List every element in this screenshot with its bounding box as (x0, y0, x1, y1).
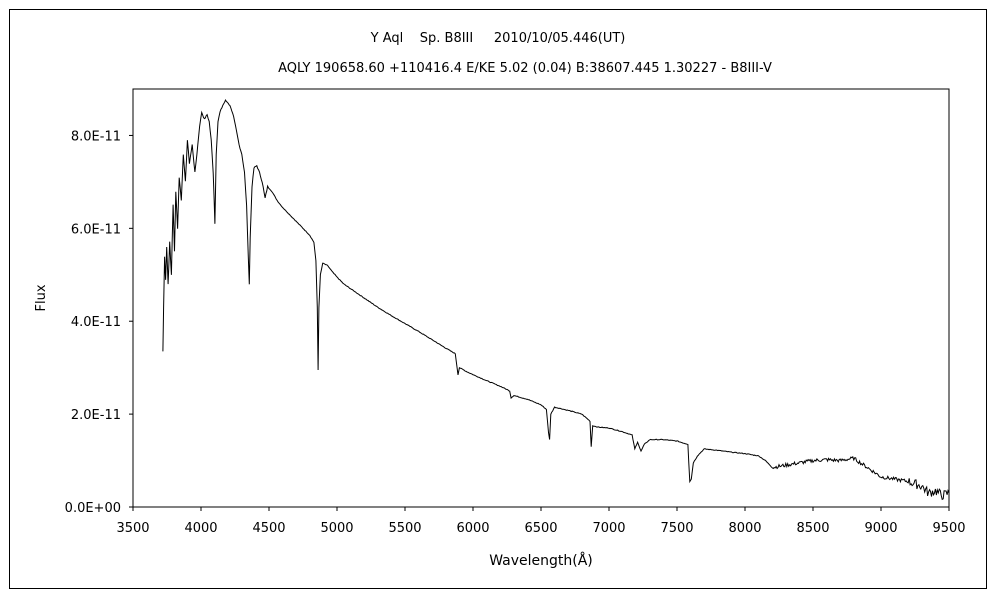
x-tick-label: 4500 (252, 521, 285, 536)
y-tick-label: 4.0E-11 (71, 315, 121, 330)
x-axis-label: Wavelength(Å) (489, 552, 593, 569)
y-axis-ticks: 0.0E+00 2.0E-11 4.0E-11 6.0E-11 8.0E-11 (65, 129, 133, 516)
spectrum-line (162, 99, 950, 501)
x-tick-label: 9500 (932, 521, 965, 536)
x-tick-label: 6000 (456, 521, 489, 536)
x-tick-label: 7500 (660, 521, 693, 536)
x-tick-label: 7000 (592, 521, 625, 536)
chart-title-line-1: Y Aql Sp. B8III 2010/10/05.446(UT) (370, 31, 626, 46)
chart-title-line-2: AQLY 190658.60 +110416.4 E/KE 5.02 (0.04… (278, 61, 772, 76)
x-tick-label: 9000 (864, 521, 897, 536)
x-tick-label: 3500 (116, 521, 149, 536)
y-tick-label: 0.0E+00 (65, 501, 121, 516)
y-tick-label: 8.0E-11 (71, 129, 121, 144)
y-axis-label: Flux (34, 284, 49, 311)
x-axis-ticks: 3500 4000 4500 5000 5500 6000 6500 7000 7500 8000… (116, 507, 966, 536)
x-tick-label: 6500 (524, 521, 557, 536)
x-tick-label: 4000 (184, 521, 217, 536)
x-tick-label: 5500 (388, 521, 421, 536)
y-tick-label: 6.0E-11 (71, 222, 121, 237)
x-tick-label: 8500 (796, 521, 829, 536)
x-tick-label: 5000 (320, 521, 353, 536)
plot-area (132, 88, 950, 508)
y-tick-label: 2.0E-11 (71, 408, 121, 423)
x-tick-label: 8000 (728, 521, 761, 536)
